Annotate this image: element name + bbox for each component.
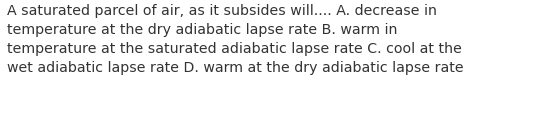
Text: A saturated parcel of air, as it subsides will.... A. decrease in
temperature at: A saturated parcel of air, as it subside…	[7, 4, 463, 75]
